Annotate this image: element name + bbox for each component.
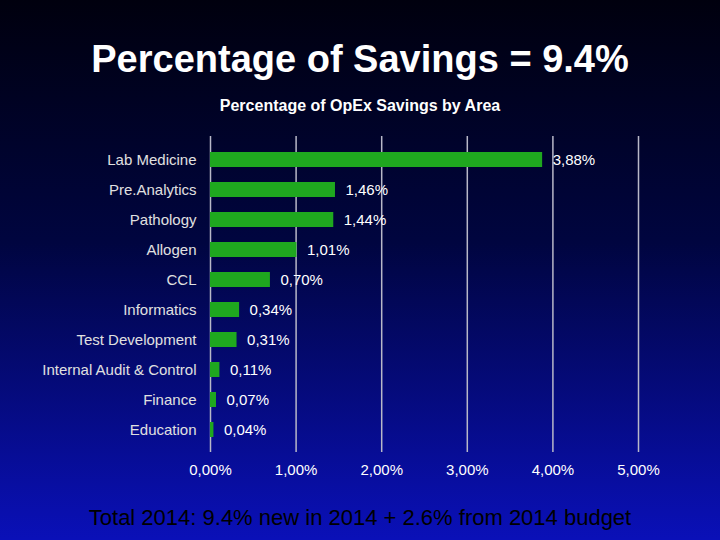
- svg-text:Pre.Analytics: Pre.Analytics: [109, 181, 197, 198]
- svg-text:1,00%: 1,00%: [275, 461, 318, 478]
- svg-text:4,00%: 4,00%: [532, 461, 575, 478]
- svg-text:0,00%: 0,00%: [189, 461, 232, 478]
- svg-text:Informatics: Informatics: [123, 301, 196, 318]
- svg-text:0,04%: 0,04%: [224, 421, 267, 438]
- html-text:Percentage of OpEx Savings by: Percentage of OpEx Savings by Area: [219, 97, 501, 114]
- svg-text:3,88%: 3,88%: [553, 151, 596, 168]
- svg-text:Allogen: Allogen: [146, 241, 196, 258]
- svg-text:1,44%: 1,44%: [344, 211, 387, 228]
- svg-text:Test Development: Test Development: [76, 331, 197, 348]
- html-text:Total 2014: 9.4% new in 2014 +: Total 2014: 9.4% new in 2014 + 2.6% from…: [88, 505, 632, 530]
- svg-text:0,31%: 0,31%: [247, 331, 290, 348]
- svg-text:0,70%: 0,70%: [280, 271, 323, 288]
- svg-text:2,00%: 2,00%: [360, 461, 403, 478]
- svg-text:Education: Education: [130, 421, 197, 438]
- svg-text:0,07%: 0,07%: [226, 391, 269, 408]
- svg-text:Lab Medicine: Lab Medicine: [107, 151, 196, 168]
- svg-text:Internal Audit & Control: Internal Audit & Control: [42, 361, 196, 378]
- svg-text:Pathology: Pathology: [130, 211, 197, 228]
- svg-text:1,01%: 1,01%: [307, 241, 350, 258]
- svg-text:5,00%: 5,00%: [617, 461, 660, 478]
- svg-text:0,11%: 0,11%: [230, 361, 271, 378]
- svg-text:0,34%: 0,34%: [250, 301, 293, 318]
- html-text:Percentage of Savings = 9.4%: Percentage of Savings = 9.4%: [91, 38, 629, 80]
- svg-text:CCL: CCL: [166, 271, 196, 288]
- svg-text:3,00%: 3,00%: [446, 461, 489, 478]
- svg-text:Finance: Finance: [143, 391, 196, 408]
- svg-text:1,46%: 1,46%: [345, 181, 388, 198]
